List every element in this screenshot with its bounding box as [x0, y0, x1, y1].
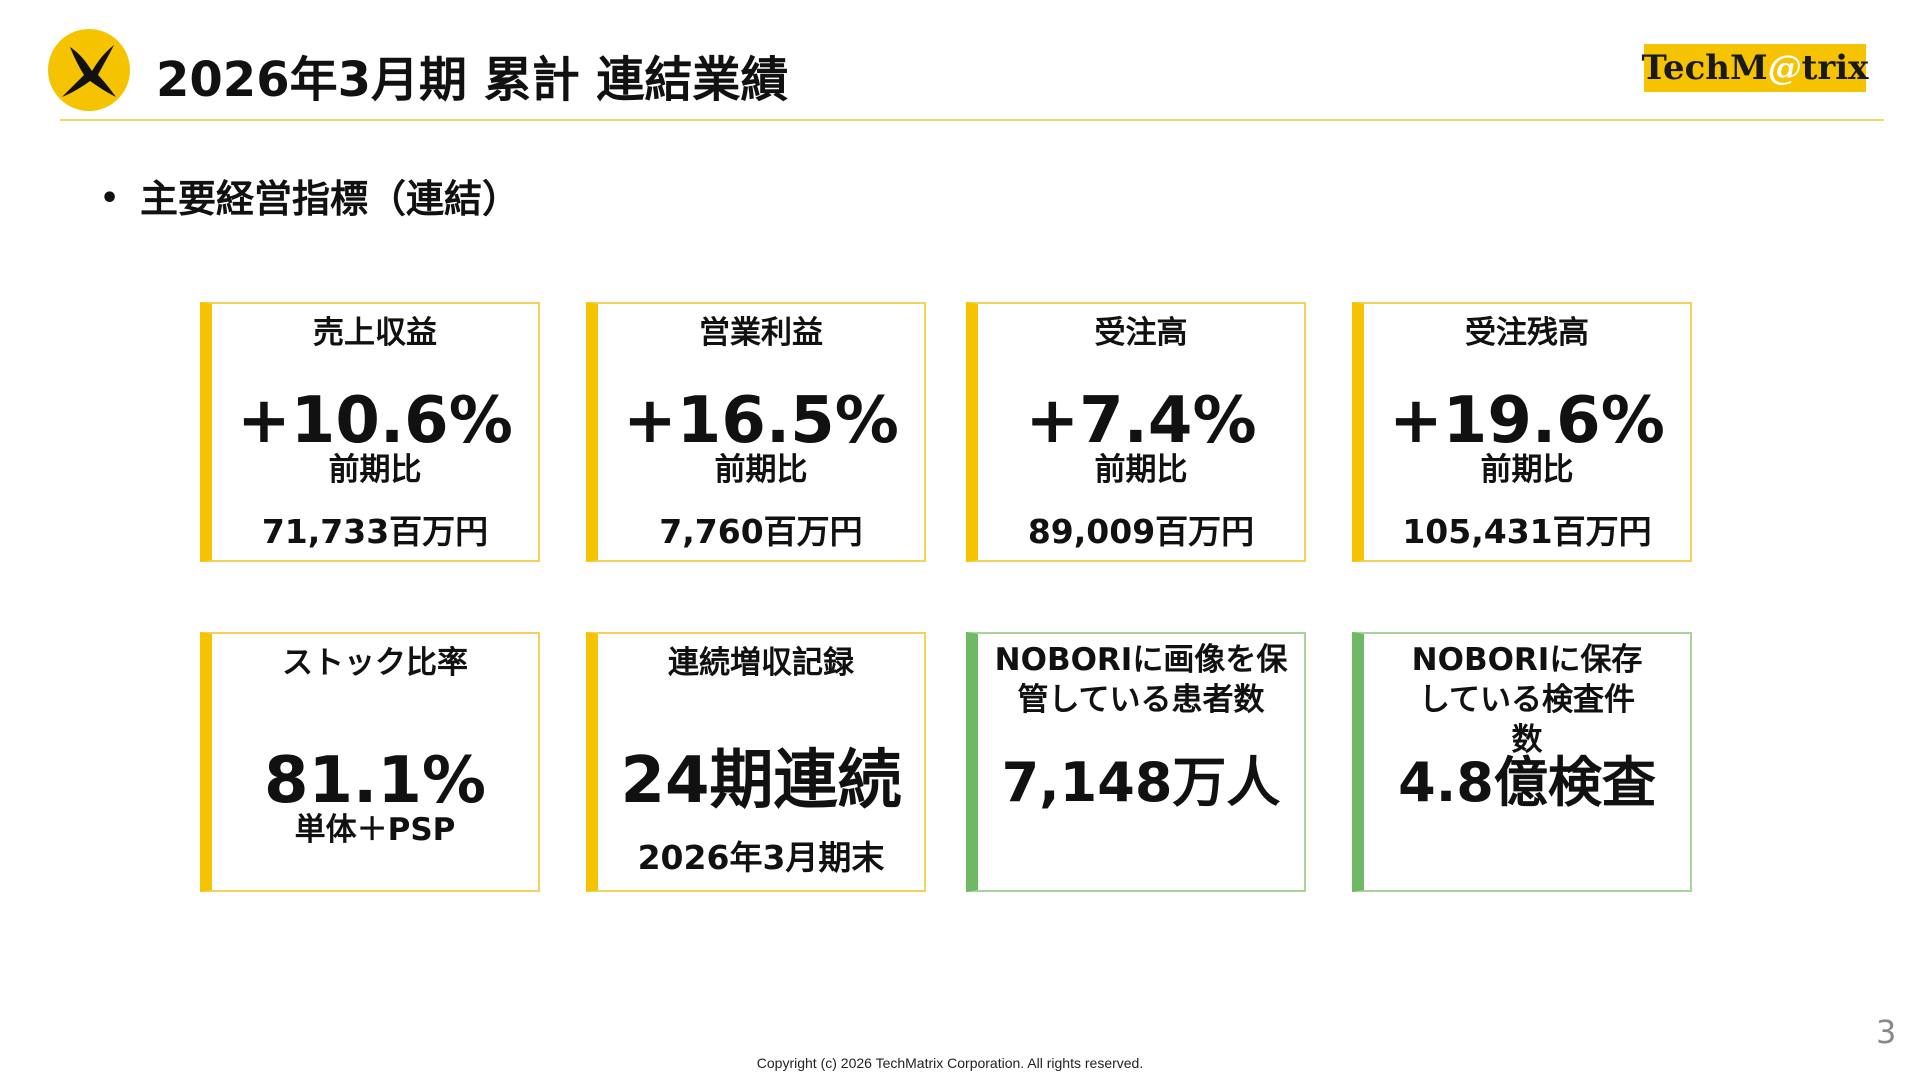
- kpi-sub: 前期比: [714, 452, 808, 488]
- slide-title: 2026年3月期 累計 連結業績: [156, 52, 789, 108]
- page-number: 3: [1876, 1013, 1897, 1051]
- kpi-card-nobori-exams: NOBORIに保存している検査件数 4.8億検査: [1352, 632, 1692, 892]
- kpi-amount: 71,733百万円: [261, 512, 489, 551]
- kpi-card-nobori-patients: NOBORIに画像を保管している患者数 7,148万人: [966, 632, 1306, 892]
- kpi-amount: 105,431百万円: [1402, 512, 1652, 551]
- kpi-card-consecutive-growth: 連続増収記録 24期連続 2026年3月期末: [586, 632, 926, 892]
- copyright-notice: Copyright (c) 2026 TechMatrix Corporatio…: [756, 1055, 1144, 1071]
- kpi-value: +19.6%: [1389, 384, 1665, 458]
- kpi-value: 4.8億検査: [1398, 751, 1656, 814]
- bullet-marker: •: [100, 181, 120, 216]
- kpi-value: +10.6%: [237, 384, 513, 458]
- kpi-label: 売上収益: [313, 315, 437, 351]
- kpi-value: 81.1%: [263, 744, 487, 818]
- kpi-label: NOBORIに保存している検査件数: [1411, 642, 1643, 758]
- kpi-label: ストック比率: [282, 645, 468, 681]
- kpi-sub: 前期比: [328, 452, 422, 488]
- brand-logo-at: @: [1767, 48, 1802, 88]
- company-logo-icon: [48, 29, 130, 111]
- kpi-label: NOBORIに画像を保管している患者数: [994, 642, 1288, 718]
- kpi-value: 7,148万人: [1001, 751, 1281, 814]
- kpi-card-revenue: 売上収益 +10.6% 前期比 71,733百万円: [200, 302, 540, 562]
- kpi-card-operating-profit: 営業利益 +16.5% 前期比 7,760百万円: [586, 302, 926, 562]
- kpi-label: 連続増収記録: [668, 645, 854, 681]
- section-heading-text: 主要経営指標（連結）: [140, 177, 521, 221]
- kpi-sub: 前期比: [1480, 452, 1574, 488]
- kpi-card-order-backlog: 受注残高 +19.6% 前期比 105,431百万円: [1352, 302, 1692, 562]
- kpi-label: 受注高: [1094, 315, 1188, 351]
- title-divider: [60, 119, 1884, 121]
- kpi-amount: 2026年3月期末: [637, 838, 885, 877]
- techmatrix-logo: TechM @ trix: [1641, 44, 1869, 92]
- kpi-sub: 単体＋PSP: [294, 812, 456, 848]
- brand-logo-text-pre: TechM: [1641, 48, 1768, 88]
- brand-logo-text-post: trix: [1801, 48, 1869, 88]
- kpi-label: 受注残高: [1465, 315, 1589, 351]
- kpi-amount: 89,009百万円: [1027, 512, 1255, 551]
- kpi-value: +16.5%: [623, 384, 899, 458]
- kpi-value: +7.4%: [1025, 384, 1257, 458]
- kpi-label: 営業利益: [699, 315, 823, 351]
- kpi-value: 24期連続: [620, 744, 902, 818]
- kpi-card-stock-ratio: ストック比率 81.1% 単体＋PSP: [200, 632, 540, 892]
- kpi-card-orders: 受注高 +7.4% 前期比 89,009百万円: [966, 302, 1306, 562]
- kpi-sub: 前期比: [1094, 452, 1188, 488]
- kpi-amount: 7,760百万円: [659, 512, 863, 551]
- section-heading: • 主要経営指標（連結）: [100, 174, 520, 224]
